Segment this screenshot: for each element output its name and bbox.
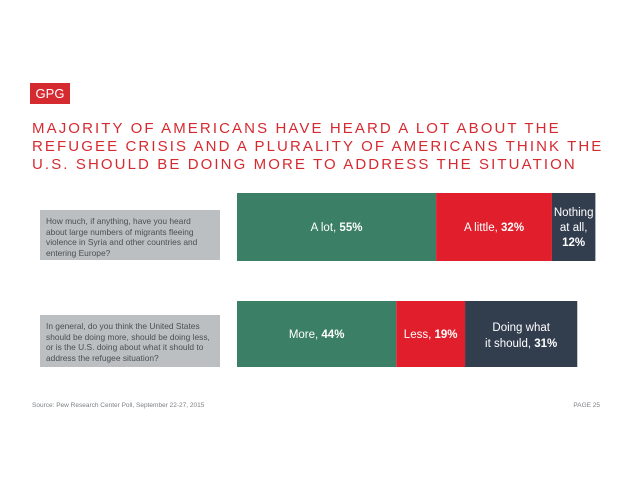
source-note: Source: Pew Research Center Poll, Septem… [32,402,205,409]
title-line-2: REFUGEE CRISIS AND A PLURALITY OF AMERIC… [32,138,604,155]
title-line-1: MAJORITY OF AMERICANS HAVE HEARD A LOT A… [32,120,561,137]
slide-title: MAJORITY OF AMERICANS HAVE HEARD A LOT A… [32,120,612,174]
bar-segment-label: Nothing at all, 12% [554,207,594,249]
page-number: PAGE 25 [573,402,600,409]
gpg-logo: GPG [30,83,70,104]
question-1: How much, if anything, have you heard ab… [40,210,220,260]
bar-segment [436,193,552,261]
question-2: In general, do you think the United Stat… [40,315,220,367]
bar-segment-label: A little, 32% [464,222,524,234]
bar-segment-label: Doing what it should, 31% [485,322,557,350]
bar-segment-label: Less, 19% [404,329,458,341]
bar-segment [237,193,437,261]
bar-segment [551,193,596,261]
bar-segment [465,301,578,367]
bar-segment-label: A lot, 55% [311,222,363,234]
bar-segment [237,301,397,367]
bar-segment [396,301,466,367]
title-line-3: U.S. SHOULD BE DOING MORE TO ADDRESS THE… [32,156,577,173]
bar-segment-label: More, 44% [289,329,345,341]
